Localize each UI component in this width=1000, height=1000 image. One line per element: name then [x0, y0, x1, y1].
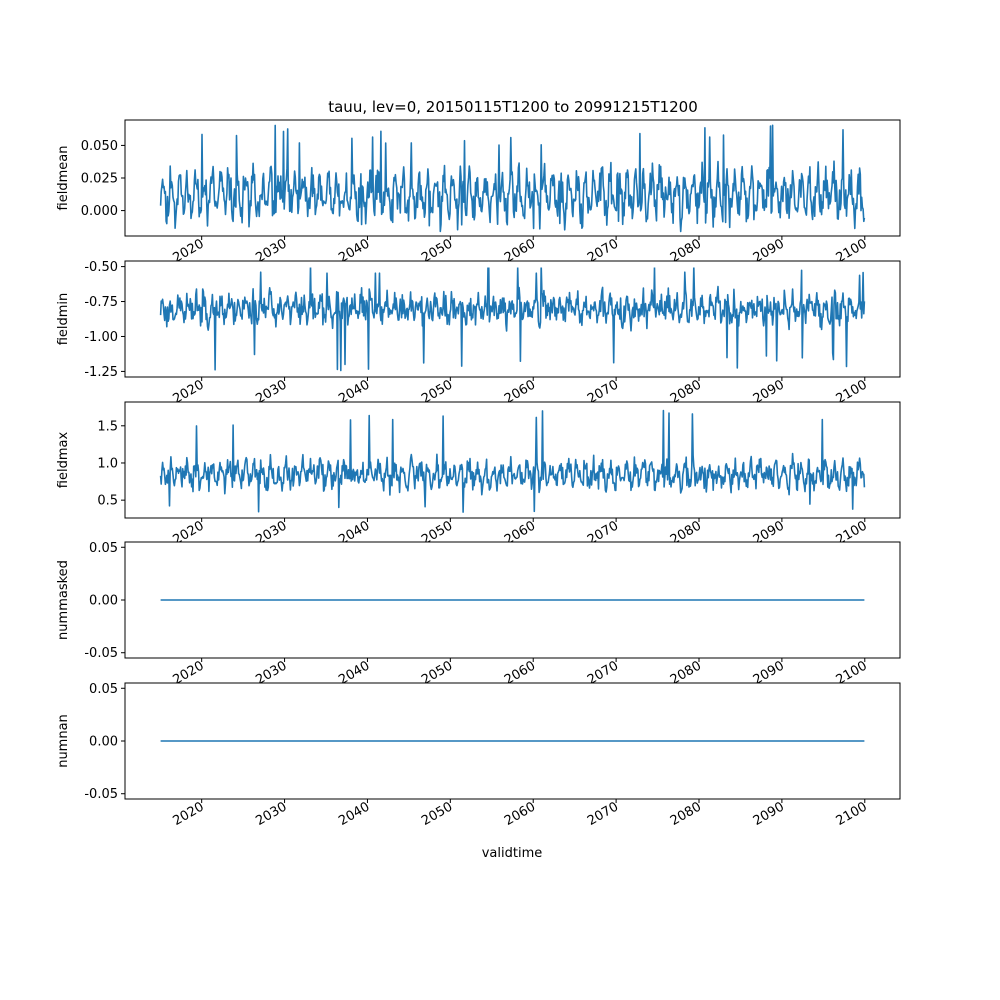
x-tick-label: 2050 — [419, 799, 455, 829]
y-tick-label: -0.75 — [84, 295, 118, 310]
y-tick-label: 0.00 — [89, 735, 118, 750]
x-tick-label: 2070 — [585, 799, 621, 829]
x-tick-label: 2040 — [336, 799, 372, 829]
panel-overlap-mask — [125, 402, 900, 409]
y-axis-label: nummasked — [56, 560, 71, 640]
x-tick-label: 2020 — [171, 799, 207, 829]
y-axis-label: fieldmean — [56, 146, 71, 211]
panel-overlap-mask — [125, 261, 900, 268]
series-line-fieldmin — [159, 261, 866, 372]
y-tick-label: 0.050 — [81, 139, 118, 154]
subplot-stack: 0.000 0.025 0.050 fieldmean 2020 2030 2040 2050… — [56, 119, 901, 829]
series-line-fieldmean — [159, 124, 866, 233]
y-tick-label: 0.00 — [89, 594, 118, 609]
chart-title: tauu, lev=0, 20150115T1200 to 20991215T1… — [328, 98, 698, 116]
axes-frame — [124, 260, 901, 378]
y-tick-label: -0.05 — [84, 646, 118, 661]
y-tick-label: 1.5 — [97, 419, 118, 434]
x-tick-label: 2100 — [834, 799, 870, 829]
x-tick-label: 2080 — [668, 799, 704, 829]
y-tick-label: 0.000 — [81, 204, 118, 219]
y-tick-label: -0.05 — [84, 787, 118, 802]
x-tick-label: 2060 — [502, 799, 538, 829]
y-tick-label: -1.25 — [84, 365, 118, 380]
y-axis-label: fieldmin — [56, 293, 71, 346]
x-tick-label: 2030 — [253, 799, 289, 829]
series-line-fieldmax — [159, 409, 866, 513]
y-axis-label: fieldmax — [56, 432, 71, 489]
y-tick-label: 0.025 — [81, 172, 118, 187]
y-tick-label: -1.00 — [84, 330, 118, 345]
panel-overlap-mask — [125, 542, 900, 549]
y-tick-label: 0.05 — [89, 541, 118, 556]
y-axis-label: numnan — [56, 714, 71, 768]
panel-overlap-mask — [125, 683, 900, 690]
y-tick-label: 0.05 — [89, 682, 118, 697]
y-tick-label: 1.0 — [97, 456, 118, 471]
x-tick-label: 2090 — [751, 799, 787, 829]
subplot-numnan: -0.05 0.00 0.05 numnan 2020 2030 2040 2050 2060 2… — [56, 682, 901, 829]
y-tick-label: 0.5 — [97, 494, 118, 509]
axes-frame — [124, 401, 901, 519]
x-axis-label: validtime — [482, 846, 543, 861]
y-tick-label: -0.50 — [84, 260, 118, 275]
